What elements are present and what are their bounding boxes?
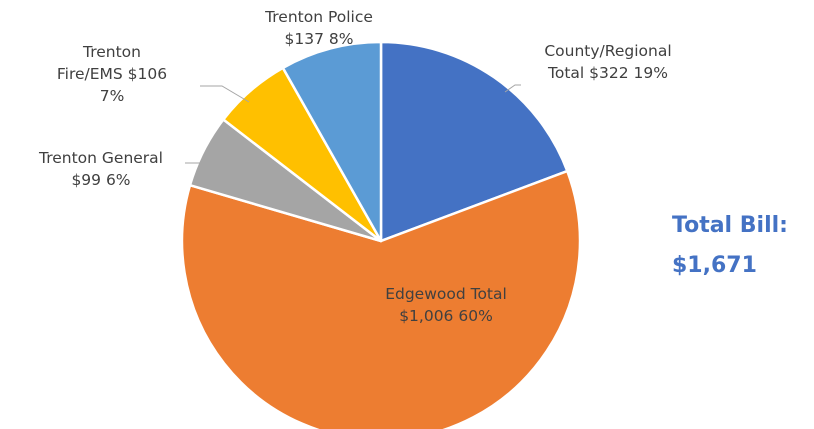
pie-slice-edgewood-total (180, 169, 582, 429)
data-label-line: Trenton Police (264, 8, 373, 26)
data-label-trenton-general: Trenton General $99 6% (38, 149, 163, 189)
data-label-line: $99 6% (71, 171, 130, 189)
data-label-line: $1,006 60% (399, 307, 493, 325)
data-label-line: 7% (100, 87, 125, 105)
data-label-line: County/Regional (544, 42, 671, 60)
data-label-trenton-police: Trenton Police $137 8% (264, 8, 373, 48)
data-label-county-regional-total: County/Regional Total $322 19% (544, 42, 671, 82)
data-label-line: Trenton (82, 43, 141, 61)
data-label-line: Edgewood Total (385, 285, 507, 303)
data-label-line: Trenton General (38, 149, 163, 167)
pie-slice-trenton-police (281, 40, 383, 243)
pie-slice-county-regional-total (379, 40, 569, 243)
data-label-line: Total $322 19% (547, 64, 668, 82)
leader-line (504, 84, 521, 93)
data-label-edgewood-total: Edgewood Total $1,006 60% (385, 285, 507, 325)
total-bill-label: Total Bill: (672, 213, 788, 238)
total-bill-value: $1,671 (672, 253, 757, 278)
data-label-line: Fire/EMS $106 (57, 65, 167, 83)
data-label-line: $137 8% (285, 30, 354, 48)
total-bill: Total Bill: $1,671 (672, 206, 788, 286)
data-label-trenton-fire-ems: Trenton Fire/EMS $106 7% (57, 43, 167, 105)
leader-line (200, 85, 250, 103)
